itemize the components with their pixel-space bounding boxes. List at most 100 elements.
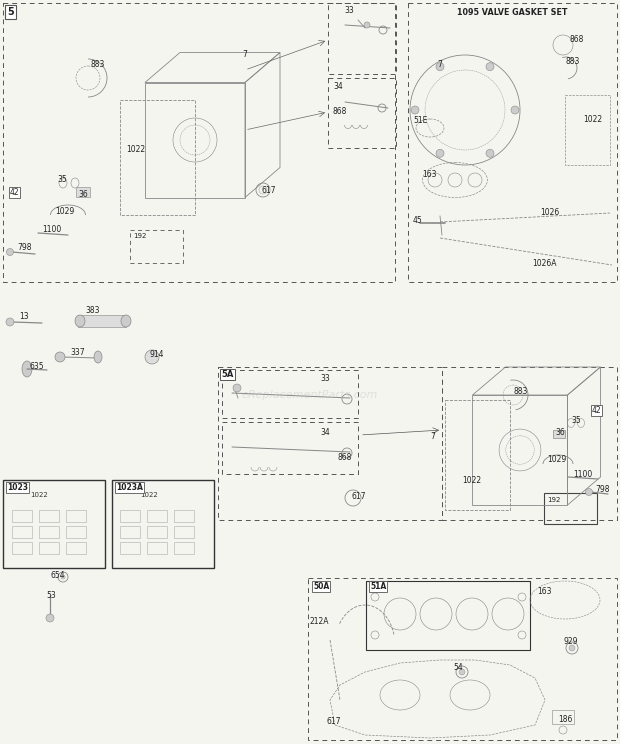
- Bar: [66, 526, 86, 538]
- Text: 35: 35: [571, 416, 581, 425]
- Text: 1022: 1022: [462, 476, 481, 485]
- Text: 1026A: 1026A: [532, 259, 557, 268]
- Text: 383: 383: [85, 306, 99, 315]
- Text: 7: 7: [437, 60, 442, 69]
- Bar: [112, 480, 214, 568]
- Text: eReplacementParts.com: eReplacementParts.com: [242, 390, 378, 400]
- Bar: [565, 95, 610, 165]
- Circle shape: [411, 106, 419, 114]
- Text: 45: 45: [413, 216, 423, 225]
- Bar: [366, 581, 530, 650]
- Circle shape: [569, 645, 575, 651]
- Ellipse shape: [75, 315, 85, 327]
- Text: 42: 42: [10, 188, 20, 197]
- Text: 1022: 1022: [126, 145, 145, 154]
- Bar: [120, 526, 140, 538]
- Bar: [442, 367, 617, 520]
- Text: 5A: 5A: [221, 370, 233, 379]
- Text: 1095 VALVE GASKET SET: 1095 VALVE GASKET SET: [457, 8, 567, 17]
- Text: 868: 868: [570, 35, 585, 44]
- Text: 35: 35: [57, 175, 67, 184]
- Circle shape: [6, 248, 14, 255]
- Circle shape: [436, 62, 444, 71]
- Bar: [147, 542, 167, 554]
- Text: 36: 36: [78, 190, 88, 199]
- Text: 1100: 1100: [42, 225, 61, 234]
- Text: 53: 53: [46, 591, 56, 600]
- Text: 7: 7: [430, 432, 435, 441]
- Text: 51A: 51A: [370, 582, 386, 591]
- Text: 34: 34: [333, 82, 343, 91]
- Text: 914: 914: [149, 350, 164, 359]
- Text: 883: 883: [514, 387, 528, 396]
- Text: 192: 192: [547, 497, 560, 503]
- Bar: [308, 578, 617, 740]
- Circle shape: [486, 62, 494, 71]
- Text: 1029: 1029: [55, 207, 74, 216]
- Text: 212A: 212A: [310, 617, 329, 626]
- Text: 883: 883: [566, 57, 580, 66]
- Circle shape: [233, 384, 241, 392]
- Bar: [39, 526, 59, 538]
- Circle shape: [486, 150, 494, 157]
- Circle shape: [511, 106, 519, 114]
- Text: 1023: 1023: [7, 483, 28, 492]
- Text: 42: 42: [592, 406, 601, 415]
- Bar: [553, 430, 565, 438]
- Ellipse shape: [22, 361, 32, 377]
- Bar: [328, 3, 396, 74]
- Circle shape: [585, 489, 593, 496]
- Text: 163: 163: [422, 170, 436, 179]
- Ellipse shape: [94, 351, 102, 363]
- Text: 1029: 1029: [547, 455, 566, 464]
- Bar: [3, 480, 105, 568]
- Text: 617: 617: [262, 186, 277, 195]
- Bar: [66, 510, 86, 522]
- Text: 33: 33: [344, 6, 354, 15]
- Text: 51E: 51E: [413, 116, 427, 125]
- Circle shape: [6, 318, 14, 326]
- Bar: [544, 493, 597, 524]
- Bar: [174, 510, 194, 522]
- Circle shape: [436, 150, 444, 157]
- Bar: [174, 526, 194, 538]
- Bar: [147, 510, 167, 522]
- Text: 5: 5: [7, 7, 14, 17]
- Text: 1022: 1022: [30, 492, 48, 498]
- Text: 34: 34: [320, 428, 330, 437]
- Text: 617: 617: [352, 492, 366, 501]
- Circle shape: [46, 614, 54, 622]
- Text: 13: 13: [19, 312, 29, 321]
- Text: 192: 192: [133, 233, 146, 239]
- Bar: [3, 3, 395, 282]
- Text: 635: 635: [29, 362, 43, 371]
- Bar: [218, 367, 442, 520]
- Bar: [408, 3, 617, 282]
- Ellipse shape: [121, 315, 131, 327]
- Text: 1026: 1026: [540, 208, 559, 217]
- Text: 36: 36: [555, 428, 565, 437]
- Text: 33: 33: [320, 374, 330, 383]
- Text: 7: 7: [242, 50, 247, 59]
- Text: 337: 337: [70, 348, 84, 357]
- Text: 883: 883: [90, 60, 104, 69]
- Bar: [12, 526, 32, 538]
- Circle shape: [55, 352, 65, 362]
- Bar: [120, 510, 140, 522]
- Bar: [174, 542, 194, 554]
- Text: 54: 54: [453, 663, 463, 672]
- Text: 1022: 1022: [140, 492, 157, 498]
- Text: 798: 798: [17, 243, 32, 252]
- Text: 868: 868: [333, 107, 347, 116]
- Text: 617: 617: [327, 717, 342, 726]
- Text: 163: 163: [537, 587, 552, 596]
- Bar: [12, 510, 32, 522]
- Text: 798: 798: [595, 485, 609, 494]
- Bar: [76, 187, 90, 197]
- Bar: [222, 422, 358, 474]
- Bar: [147, 526, 167, 538]
- Text: 1022: 1022: [583, 115, 602, 124]
- Bar: [328, 78, 396, 148]
- Text: 50A: 50A: [313, 582, 329, 591]
- Text: 186: 186: [558, 715, 572, 724]
